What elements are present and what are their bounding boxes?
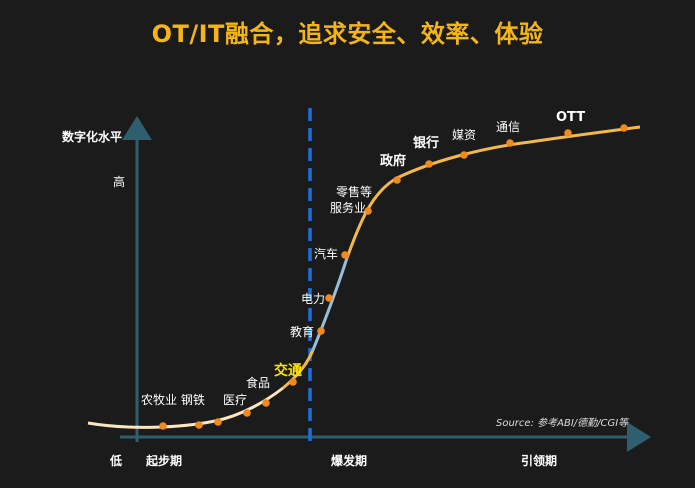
- curve-rise: [282, 349, 315, 390]
- phase-explosion: 爆发期: [331, 454, 368, 468]
- y-axis-label: 数字化水平: [62, 130, 123, 144]
- phase-leading: 引领期: [521, 454, 558, 468]
- label-power: 电力: [301, 292, 326, 306]
- label-bank: 银行: [413, 136, 440, 151]
- curve-marker-10: [393, 176, 401, 184]
- curve-marker-15: [620, 124, 628, 132]
- label-education: 教育: [290, 325, 315, 339]
- y-axis-high: 高: [113, 175, 126, 189]
- curve-marker-0: [159, 422, 167, 430]
- label-auto: 汽车: [314, 247, 339, 261]
- label-agri-steel: 农牧业 钢铁: [141, 393, 205, 407]
- label-media: 媒资: [452, 128, 477, 142]
- label-telecom: 通信: [496, 120, 521, 134]
- label-retail: 零售等: [336, 185, 373, 199]
- curve-marker-1: [195, 421, 203, 429]
- industry-markers: [159, 124, 628, 430]
- curve-marker-5: [289, 378, 297, 386]
- phase-start: 起步期: [146, 454, 183, 468]
- source-note: Source: 参考ABI/德勤/CGI等: [496, 418, 629, 429]
- curve-marker-11: [425, 160, 433, 168]
- label-government: 政府: [380, 154, 407, 169]
- page-title: OT/IT融合，追求安全、效率、体验: [151, 20, 544, 48]
- label-food: 食品: [246, 376, 271, 390]
- curve-start: [87, 386, 284, 429]
- curve-marker-3: [243, 409, 251, 417]
- y-axis-low: 低: [110, 454, 123, 468]
- label-services: 服务业: [330, 201, 367, 215]
- curve-marker-6: [317, 327, 325, 335]
- label-transport: 交通: [274, 363, 302, 379]
- curve-marker-2: [214, 418, 222, 426]
- curve-marker-14: [564, 129, 572, 137]
- curve-marker-12: [460, 151, 468, 159]
- curve-marker-7: [325, 294, 333, 302]
- curve-marker-4: [262, 399, 270, 407]
- curve-steep: [311, 257, 349, 351]
- label-ott: OTT: [556, 110, 586, 125]
- curve-marker-13: [506, 139, 514, 147]
- label-medical: 医疗: [223, 393, 248, 407]
- curve-upper: [345, 125, 641, 259]
- curve-marker-8: [341, 251, 349, 259]
- curve-marker-9: [364, 207, 372, 215]
